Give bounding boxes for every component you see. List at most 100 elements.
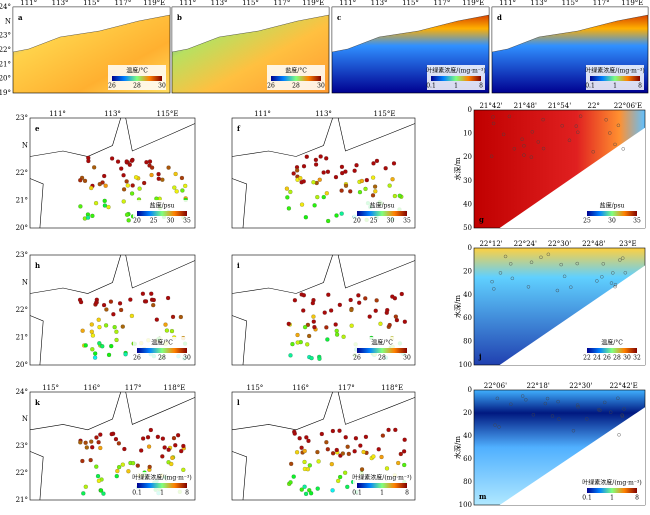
x-tick-label: 22°24' (514, 240, 537, 248)
x-tick-label: 115°E (157, 110, 179, 118)
y-tick-label: 23° (16, 442, 28, 450)
sample (497, 425, 501, 429)
sample (541, 146, 546, 151)
station (140, 291, 145, 296)
station (108, 299, 114, 304)
y-tick-label: 60 (463, 314, 472, 322)
y-tick-label: 0 (468, 386, 472, 394)
sample (522, 144, 526, 148)
x-tick-label: 119°E (143, 0, 165, 7)
station (307, 488, 312, 493)
station (288, 189, 293, 195)
coastline (231, 117, 416, 229)
station (393, 427, 398, 432)
station (89, 329, 94, 334)
y-tick-label: 40 (463, 291, 472, 299)
station (85, 215, 91, 220)
station (171, 436, 177, 441)
station (303, 325, 308, 330)
station (162, 445, 167, 450)
station (96, 440, 101, 445)
x-tick-label: 117° (125, 384, 142, 392)
station (315, 486, 320, 491)
sample (618, 258, 622, 262)
y-tick-label: 22° (16, 306, 28, 314)
sample (543, 401, 548, 406)
x-tick-label: 113° (530, 0, 547, 7)
y-tick-label: 20 (463, 153, 472, 161)
legend-title: 叶绿素浓度/(mg·m⁻³) (582, 479, 641, 487)
sample (609, 281, 614, 285)
station (303, 215, 308, 220)
station (126, 218, 131, 223)
colorbar (357, 348, 407, 353)
station (93, 355, 98, 360)
station (284, 186, 290, 191)
station (106, 204, 111, 210)
station (92, 165, 97, 170)
station (94, 300, 99, 305)
station (95, 474, 101, 479)
station (311, 319, 316, 324)
sample (498, 271, 503, 275)
x-tick-label: 22°06' (484, 382, 507, 390)
sample (578, 114, 583, 118)
station (98, 488, 104, 493)
station (289, 461, 294, 466)
station (329, 308, 334, 313)
sample (492, 287, 496, 291)
station (93, 351, 98, 356)
station (302, 448, 307, 454)
station (103, 323, 109, 328)
station (341, 334, 346, 339)
station (125, 183, 130, 188)
station (361, 449, 366, 455)
x-tick-label: 119°E (302, 0, 324, 7)
station (335, 332, 340, 337)
legend-tick-label: 30 (158, 83, 166, 90)
station (78, 440, 83, 445)
sample (621, 147, 625, 151)
station (349, 323, 354, 328)
station (367, 314, 372, 319)
sample (608, 131, 612, 135)
station (353, 436, 359, 441)
station (305, 322, 311, 327)
colorbar (357, 211, 407, 216)
station (121, 199, 126, 204)
sample (603, 400, 607, 405)
legend-tick-label: 26 (353, 355, 361, 362)
station (288, 353, 293, 358)
station (98, 445, 103, 451)
station (86, 158, 91, 164)
panel-letter: d (497, 13, 502, 22)
station (301, 164, 307, 169)
sample (617, 433, 621, 437)
sample (562, 274, 567, 279)
station (94, 435, 99, 440)
x-tick-label: 117° (593, 0, 610, 7)
x-tick-label: 22° (587, 102, 599, 110)
legend-tick-label: 26 (603, 355, 611, 362)
station (398, 451, 403, 457)
station (170, 314, 176, 320)
legend-tick-label: 8 (479, 83, 483, 90)
station (330, 451, 336, 456)
station (371, 175, 376, 180)
station (373, 308, 378, 313)
sample (503, 254, 508, 259)
sample (622, 407, 626, 411)
x-tick-label: 21°42' (479, 102, 502, 110)
station (363, 434, 369, 439)
y-tick-label: 40 (463, 432, 472, 440)
panel-letter: h (35, 261, 40, 270)
station (117, 301, 123, 306)
station (325, 169, 331, 174)
x-tick-label: 22°42'E (609, 382, 637, 390)
station (380, 433, 385, 438)
legend-title: 温度/°C (126, 67, 148, 75)
sample (520, 394, 525, 398)
sample (556, 399, 560, 404)
station (142, 180, 147, 186)
